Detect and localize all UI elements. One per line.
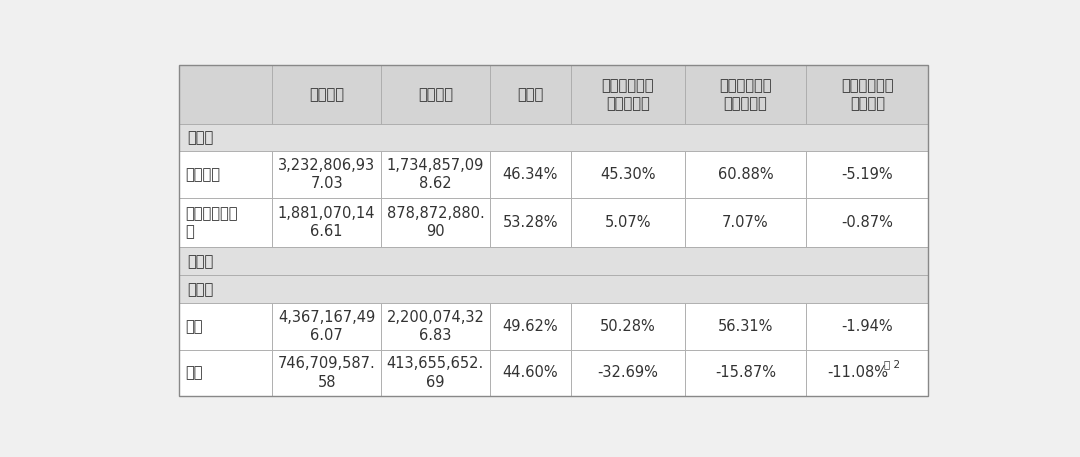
Bar bbox=[685, 198, 807, 247]
Bar bbox=[685, 350, 807, 396]
Bar bbox=[807, 151, 929, 198]
Text: 49.62%: 49.62% bbox=[502, 319, 558, 334]
Text: 营业成本: 营业成本 bbox=[418, 87, 453, 102]
Text: 毛利率比上年
同期增减: 毛利率比上年 同期增减 bbox=[841, 78, 893, 111]
Text: -15.87%: -15.87% bbox=[715, 366, 777, 380]
Text: 60.88%: 60.88% bbox=[718, 167, 773, 182]
Bar bbox=[570, 65, 685, 123]
Text: 1,881,070,14
6.61: 1,881,070,14 6.61 bbox=[278, 206, 376, 239]
Bar bbox=[178, 151, 272, 198]
Bar bbox=[489, 198, 570, 247]
Bar bbox=[570, 350, 685, 396]
Bar bbox=[272, 303, 381, 350]
Bar bbox=[272, 198, 381, 247]
Text: 分地区: 分地区 bbox=[187, 282, 213, 297]
Text: 413,655,652.
69: 413,655,652. 69 bbox=[387, 356, 484, 390]
Text: 46.34%: 46.34% bbox=[502, 167, 558, 182]
Bar bbox=[489, 350, 570, 396]
Text: 医用耗材: 医用耗材 bbox=[186, 167, 220, 182]
Bar bbox=[685, 151, 807, 198]
Bar bbox=[685, 303, 807, 350]
Bar bbox=[178, 275, 929, 303]
Text: 境外: 境外 bbox=[186, 366, 203, 380]
Text: 53.28%: 53.28% bbox=[502, 215, 558, 230]
Bar bbox=[272, 151, 381, 198]
Text: 1,734,857,09
8.62: 1,734,857,09 8.62 bbox=[387, 158, 484, 191]
Text: -32.69%: -32.69% bbox=[597, 366, 658, 380]
Text: 注 2: 注 2 bbox=[885, 360, 901, 370]
Bar bbox=[178, 65, 272, 123]
Bar bbox=[570, 151, 685, 198]
Bar bbox=[178, 303, 272, 350]
Text: 分行业: 分行业 bbox=[187, 130, 213, 145]
Text: 3,232,806,93
7.03: 3,232,806,93 7.03 bbox=[278, 158, 375, 191]
Text: 7.07%: 7.07% bbox=[723, 215, 769, 230]
Bar bbox=[489, 65, 570, 123]
Text: 境内: 境内 bbox=[186, 319, 203, 334]
Bar bbox=[178, 198, 272, 247]
Text: -11.08%: -11.08% bbox=[827, 366, 888, 380]
Text: 分产品: 分产品 bbox=[187, 254, 213, 269]
Text: 毛利率: 毛利率 bbox=[517, 87, 543, 102]
Bar bbox=[570, 303, 685, 350]
Bar bbox=[272, 350, 381, 396]
Text: 44.60%: 44.60% bbox=[502, 366, 558, 380]
Bar bbox=[807, 303, 929, 350]
Bar bbox=[489, 303, 570, 350]
Bar bbox=[178, 65, 929, 396]
Text: 56.31%: 56.31% bbox=[718, 319, 773, 334]
Bar bbox=[381, 198, 489, 247]
Bar bbox=[489, 151, 570, 198]
Bar bbox=[381, 350, 489, 396]
Text: 健康生活消费
品: 健康生活消费 品 bbox=[186, 206, 238, 239]
Bar bbox=[685, 65, 807, 123]
Bar bbox=[178, 247, 929, 275]
Text: 45.30%: 45.30% bbox=[600, 167, 656, 182]
Text: 4,367,167,49
6.07: 4,367,167,49 6.07 bbox=[278, 309, 375, 343]
Bar bbox=[272, 65, 381, 123]
Text: -0.87%: -0.87% bbox=[841, 215, 893, 230]
Bar bbox=[381, 303, 489, 350]
Text: 746,709,587.
58: 746,709,587. 58 bbox=[278, 356, 376, 390]
Text: 营业收入比上
年同期增减: 营业收入比上 年同期增减 bbox=[602, 78, 654, 111]
Text: 营业成本比上
年同期增减: 营业成本比上 年同期增减 bbox=[719, 78, 772, 111]
Bar bbox=[570, 198, 685, 247]
Bar bbox=[807, 350, 929, 396]
Text: 878,872,880.
90: 878,872,880. 90 bbox=[387, 206, 484, 239]
Text: 2,200,074,32
6.83: 2,200,074,32 6.83 bbox=[387, 309, 484, 343]
Text: 50.28%: 50.28% bbox=[599, 319, 656, 334]
Bar bbox=[807, 198, 929, 247]
Bar bbox=[381, 151, 489, 198]
Text: -1.94%: -1.94% bbox=[841, 319, 893, 334]
Bar bbox=[807, 65, 929, 123]
Bar bbox=[178, 350, 272, 396]
Text: -5.19%: -5.19% bbox=[841, 167, 893, 182]
Bar bbox=[178, 123, 929, 151]
Text: 营业收入: 营业收入 bbox=[309, 87, 345, 102]
Bar bbox=[381, 65, 489, 123]
Text: 5.07%: 5.07% bbox=[605, 215, 651, 230]
